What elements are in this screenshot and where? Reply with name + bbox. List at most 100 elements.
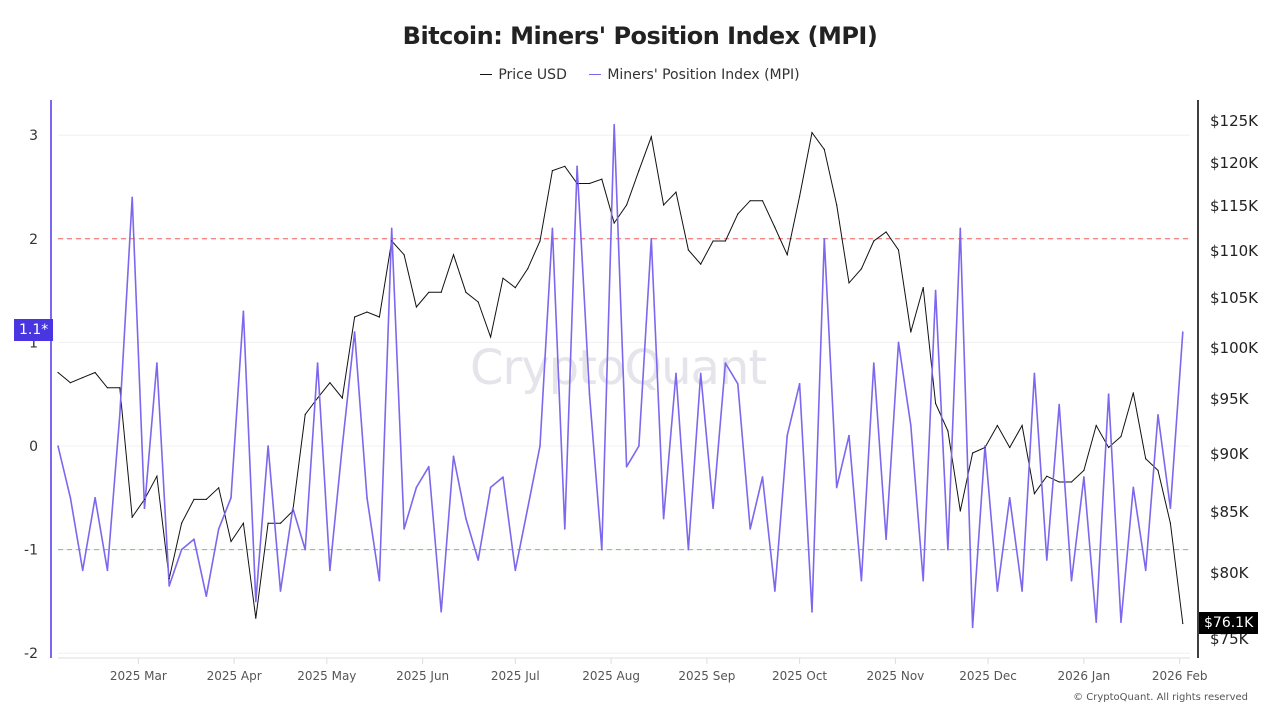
mpi-point — [897, 341, 900, 344]
x-axis-tick-label: 2025 Jul — [491, 669, 540, 683]
price-point — [230, 540, 232, 543]
mpi-point — [168, 585, 171, 587]
mpi-point — [304, 548, 307, 551]
mpi-point — [774, 590, 776, 592]
price-point — [329, 382, 331, 384]
price-point — [885, 231, 887, 233]
price-point — [934, 402, 937, 405]
price-point — [1070, 481, 1073, 483]
x-axis-tick-label: 2026 Feb — [1152, 669, 1208, 683]
mpi-point — [650, 238, 653, 240]
price-point — [897, 249, 900, 251]
price-point — [873, 240, 875, 242]
right-axis-tick-label: $95K — [1210, 390, 1250, 408]
price-point — [181, 522, 183, 524]
price-point — [749, 200, 751, 202]
price-point — [415, 306, 418, 308]
mpi-point — [193, 538, 195, 541]
x-axis-tick-label: 2025 Mar — [110, 669, 167, 683]
mpi-point — [934, 289, 937, 292]
price-point — [724, 240, 727, 242]
mpi-point — [1132, 486, 1135, 489]
price-point — [391, 240, 393, 242]
price-point — [799, 195, 801, 197]
legend-line-icon — [480, 74, 493, 75]
mpi-point — [638, 445, 640, 447]
left-axis-tick-label: 3 — [29, 128, 38, 144]
price-point — [82, 377, 84, 379]
price-point — [588, 182, 591, 185]
price-point — [279, 522, 282, 524]
current-price-badge: $76.1K — [1199, 612, 1259, 635]
price-point — [193, 498, 195, 500]
mpi-point — [489, 486, 492, 489]
mpi-point — [440, 610, 442, 613]
price-point — [452, 254, 455, 256]
legend-item-mpi[interactable]: Miners' Position Index (MPI) — [589, 67, 800, 83]
left-axis-tick-label: 0 — [29, 439, 38, 455]
mpi-point — [1169, 507, 1172, 509]
price-point — [564, 165, 566, 167]
right-axis-tick-label: $120K — [1210, 154, 1259, 172]
price-point — [341, 397, 343, 399]
price-point — [490, 336, 492, 338]
price-point — [984, 446, 986, 449]
x-axis-tick-label: 2026 Jan — [1057, 669, 1110, 683]
price-point — [514, 287, 516, 289]
mpi-point — [1083, 476, 1085, 478]
mpi-point — [502, 476, 504, 478]
price-point — [106, 387, 109, 389]
mpi-point — [563, 528, 566, 530]
mpi-line — [57, 124, 1184, 629]
mpi-point — [798, 383, 801, 385]
mpi-point — [712, 507, 714, 509]
mpi-point — [1033, 372, 1036, 375]
mpi-point — [848, 434, 850, 437]
mpi-point — [143, 507, 146, 509]
price-point — [131, 516, 133, 518]
mpi-point — [1120, 621, 1122, 623]
mpi-point — [477, 559, 480, 561]
price-point — [428, 291, 430, 293]
mpi-point — [1157, 414, 1159, 416]
price-point — [94, 371, 96, 374]
price-point — [860, 268, 863, 270]
mpi-point — [341, 445, 344, 447]
mpi-point — [1021, 590, 1023, 592]
price-point — [242, 522, 244, 524]
right-axis-tick-label: $115K — [1210, 197, 1259, 215]
mpi-point — [292, 507, 294, 509]
price-point — [143, 498, 146, 500]
mpi-point — [947, 548, 949, 551]
price-point — [910, 331, 912, 333]
price-point — [663, 204, 665, 206]
left-axis-tick-label: -1 — [24, 543, 38, 559]
chart-title: Bitcoin: Miners' Position Index (MPI) — [402, 22, 878, 50]
price-point — [465, 291, 467, 293]
mpi-point — [254, 600, 257, 603]
legend-item-price[interactable]: Price USD — [480, 67, 567, 83]
watermark: CryptoQuant — [470, 340, 767, 396]
price-point — [1132, 392, 1134, 394]
mpi-point — [699, 372, 702, 375]
legend-line-icon — [589, 74, 602, 75]
mpi-point — [1181, 331, 1184, 333]
price-usd-line — [57, 131, 1184, 624]
mpi-point — [366, 497, 368, 499]
mpi-point — [1058, 403, 1060, 406]
price-point — [675, 191, 677, 193]
mpi-point — [1144, 569, 1147, 572]
mpi-point — [156, 362, 158, 364]
price-point — [527, 268, 529, 270]
price-point — [477, 301, 479, 303]
mpi-point — [279, 590, 282, 592]
mpi-point — [57, 445, 59, 447]
x-axis-tick-label: 2025 Jun — [396, 669, 449, 683]
price-point — [700, 263, 702, 265]
mpi-point — [613, 124, 615, 126]
mpi-point — [811, 610, 813, 613]
price-point — [440, 291, 442, 293]
mpi-point — [69, 497, 72, 499]
mpi-point — [415, 486, 418, 489]
